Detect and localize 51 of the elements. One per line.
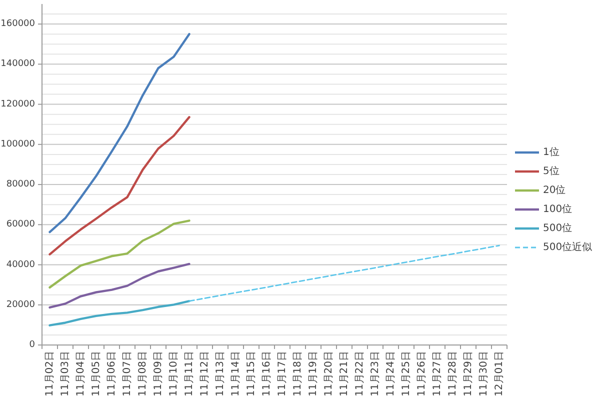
y-tick-label: 140000 [0, 59, 36, 70]
x-tick-label: 11月21日 [338, 351, 350, 396]
x-tick-label: 11月03日 [60, 351, 71, 396]
x-tick-label: 11月12日 [199, 351, 210, 396]
y-tick-label: 120000 [0, 99, 36, 110]
x-tick-label: 11月17日 [276, 351, 288, 396]
y-tick-label: 100000 [0, 139, 36, 150]
x-tick-label: 11月19日 [308, 351, 319, 396]
x-tick-label: 11月04日 [75, 351, 86, 396]
x-tick-label: 11月11日 [184, 351, 195, 396]
x-tick-label: 11月08日 [137, 351, 148, 396]
x-tick-label: 11月29日 [462, 351, 474, 396]
x-tick-label: 11月09日 [152, 351, 164, 396]
y-tick-label: 20000 [6, 300, 36, 310]
x-tick-label: 11月25日 [400, 351, 412, 396]
x-tick-label: 11月13日 [214, 351, 226, 396]
x-tick-label: 11月07日 [122, 351, 133, 396]
line-series [48, 300, 190, 326]
legend-label: 500位 [543, 222, 572, 234]
x-tick-label: 11月16日 [261, 351, 272, 396]
x-tick-label: 12月01日 [494, 351, 505, 396]
line-series [48, 262, 190, 309]
x-tick-label: 11月14日 [230, 351, 242, 396]
x-tick-label: 11月06日 [106, 351, 118, 396]
x-tick-label: 11月22日 [354, 351, 366, 396]
y-tick-label: 40000 [6, 260, 36, 270]
y-tick-label: 0 [29, 340, 36, 350]
x-tick-label: 11月30日 [478, 351, 490, 396]
line-series [48, 220, 190, 289]
x-tick-label: 11月18日 [292, 351, 304, 396]
x-tick-label: 11月23日 [370, 351, 381, 396]
line-series [48, 32, 190, 234]
y-tick-label: 80000 [6, 180, 36, 190]
legend-label: 1位 [543, 146, 560, 158]
y-tick-label: 160000 [0, 19, 36, 30]
x-tick-label: 11月26日 [416, 351, 428, 396]
line-series [188, 244, 500, 302]
y-tick-label: 60000 [6, 220, 36, 230]
legend-label: 5位 [543, 165, 560, 177]
x-tick-label: 11月15日 [246, 351, 257, 396]
x-tick-label: 11月10日 [168, 351, 180, 396]
legend-label: 500位近似 [543, 241, 592, 253]
legend-label: 100位 [543, 203, 572, 215]
line-series [48, 116, 190, 256]
legend-label: 20位 [543, 184, 566, 196]
x-tick-label: 11月05日 [90, 351, 102, 396]
x-tick-label: 11月27日 [432, 351, 443, 396]
x-tick-label: 11月24日 [385, 351, 396, 396]
x-tick-label: 11月02日 [44, 351, 56, 396]
x-tick-label: 11月28日 [447, 351, 458, 396]
x-tick-label: 11月20日 [323, 351, 334, 396]
